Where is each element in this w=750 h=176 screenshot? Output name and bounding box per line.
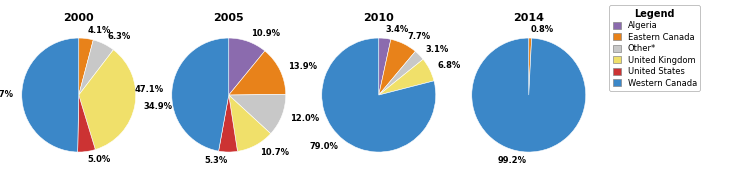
Wedge shape [379,59,434,95]
Wedge shape [529,38,532,95]
Text: 6.8%: 6.8% [437,61,460,70]
Text: 7.7%: 7.7% [407,32,430,41]
Wedge shape [229,38,265,95]
Wedge shape [79,50,136,150]
Text: 12.0%: 12.0% [290,114,319,123]
Title: 2014: 2014 [513,13,544,23]
Text: 3.4%: 3.4% [386,25,409,34]
Text: 3.1%: 3.1% [425,45,448,54]
Wedge shape [472,38,586,152]
Wedge shape [229,94,286,134]
Text: 99.2%: 99.2% [498,156,527,165]
Wedge shape [78,95,95,152]
Wedge shape [229,51,286,95]
Wedge shape [322,38,436,152]
Text: 5.3%: 5.3% [205,156,228,165]
Text: 47.1%: 47.1% [134,85,164,94]
Text: 79.0%: 79.0% [310,142,338,151]
Title: 2010: 2010 [363,13,394,23]
Wedge shape [379,38,391,95]
Wedge shape [172,38,229,151]
Text: 10.7%: 10.7% [260,148,289,157]
Wedge shape [79,38,93,95]
Wedge shape [379,51,423,95]
Legend: Algeria, Eastern Canada, Other*, United Kingdom, United States, Western Canada: Algeria, Eastern Canada, Other*, United … [609,5,700,91]
Text: 0.8%: 0.8% [530,25,554,34]
Wedge shape [79,40,113,95]
Text: 10.9%: 10.9% [251,29,280,38]
Wedge shape [379,39,416,95]
Text: 49.7%: 49.7% [0,90,13,99]
Wedge shape [218,95,238,152]
Title: 2005: 2005 [214,13,244,23]
Wedge shape [229,95,271,151]
Wedge shape [22,38,79,152]
Text: 6.3%: 6.3% [107,32,130,41]
Text: 4.1%: 4.1% [87,26,110,34]
Text: 5.0%: 5.0% [88,155,111,164]
Title: 2000: 2000 [64,13,94,23]
Text: 34.9%: 34.9% [143,102,172,111]
Text: 13.9%: 13.9% [288,62,316,71]
